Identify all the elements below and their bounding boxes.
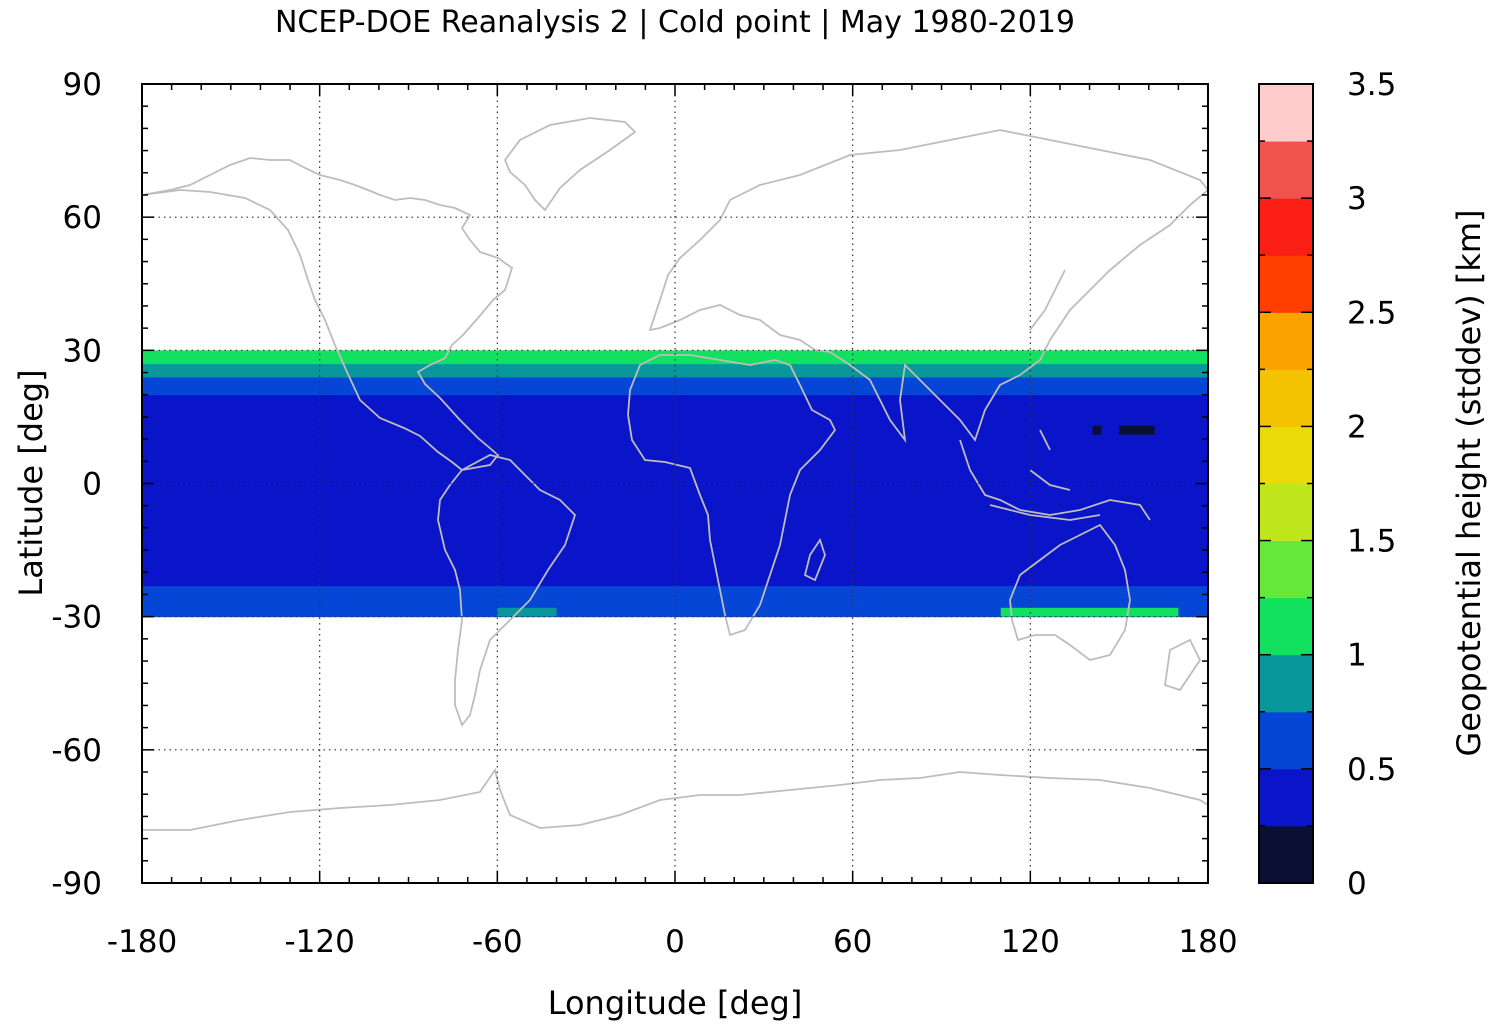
coastline-southeast-asia bbox=[959, 439, 1151, 521]
chart-title: NCEP-DOE Reanalysis 2 | Cold point | May… bbox=[275, 5, 1075, 40]
coastline-australia bbox=[1009, 523, 1131, 661]
x-tick-label: 180 bbox=[1178, 924, 1237, 960]
x-axis-label: Longitude [deg] bbox=[548, 984, 803, 1022]
colorbar-segment bbox=[1259, 141, 1313, 199]
colorbar-segment bbox=[1259, 483, 1313, 542]
x-tick-label: -60 bbox=[472, 924, 523, 960]
x-tick-label: 60 bbox=[833, 924, 872, 960]
heat-band bbox=[142, 350, 1208, 365]
y-tick-label: 30 bbox=[63, 333, 102, 369]
heat-patch bbox=[1092, 425, 1102, 435]
x-tick-labels: -180 -120 -60 0 60 120 180 bbox=[107, 924, 1238, 960]
colorbar-segment bbox=[1259, 84, 1313, 142]
heatmap-cells bbox=[142, 350, 1208, 618]
y-tick-label: 90 bbox=[63, 67, 102, 103]
x-tick-label: 120 bbox=[1001, 924, 1060, 960]
y-tick-label: -30 bbox=[51, 600, 102, 636]
coastline-eurasia bbox=[648, 129, 1208, 444]
x-ticks bbox=[141, 84, 1209, 883]
y-tick-label: -90 bbox=[51, 866, 102, 902]
heat-patch bbox=[1000, 607, 1179, 617]
coastline-outlines bbox=[142, 117, 1208, 831]
colorbar-segment bbox=[1259, 597, 1313, 656]
heat-patch bbox=[142, 603, 202, 613]
colorbar-segment bbox=[1259, 711, 1313, 770]
colorbar-segment bbox=[1259, 198, 1313, 256]
colorbar-segment bbox=[1259, 654, 1313, 713]
coastline-indonesia bbox=[989, 429, 1101, 521]
colorbar-tick-label: 1 bbox=[1347, 638, 1367, 674]
heat-band bbox=[142, 376, 1208, 396]
colorbar bbox=[1258, 83, 1314, 884]
colorbar-tick-label: 2 bbox=[1347, 409, 1367, 445]
colorbar-tick-label: 3 bbox=[1347, 181, 1367, 217]
x-tick-label: -120 bbox=[284, 924, 354, 960]
heat-band bbox=[142, 394, 1208, 587]
coastline-africa-europe bbox=[627, 354, 837, 637]
coastline-new-zealand bbox=[1164, 638, 1202, 692]
coastline-south-america bbox=[437, 454, 577, 727]
coastline-madagascar bbox=[803, 537, 826, 582]
colorbar-segment bbox=[1259, 255, 1313, 313]
colorbar-tick-label: 1.5 bbox=[1347, 524, 1396, 560]
colorbar-segment bbox=[1259, 312, 1313, 370]
y-ticks bbox=[142, 83, 1208, 884]
colorbar-tick-label: 0 bbox=[1347, 866, 1367, 902]
coastline-north-america bbox=[142, 157, 514, 471]
colorbar-tick-labels: 0 0.5 1 1.5 2 2.5 3 3.5 bbox=[1347, 67, 1396, 902]
colorbar-segment bbox=[1259, 540, 1313, 599]
heat-patch bbox=[1119, 425, 1155, 435]
colorbar-label: Geopotential height (stddev) [km] bbox=[1450, 209, 1488, 756]
colorbar-segment bbox=[1259, 825, 1313, 884]
y-tick-labels: -90 -60 -30 0 30 60 90 bbox=[51, 67, 102, 902]
colorbar-tick-label: 0.5 bbox=[1347, 752, 1396, 788]
coastline-antarctica bbox=[142, 767, 1208, 831]
coastline-japan bbox=[1029, 269, 1066, 331]
y-tick-label: 0 bbox=[82, 467, 102, 503]
y-axis-label: Latitude [deg] bbox=[12, 369, 50, 596]
colorbar-segment bbox=[1259, 426, 1313, 484]
grid-lines bbox=[142, 84, 1208, 883]
heat-band bbox=[142, 585, 1208, 604]
y-tick-label: -60 bbox=[51, 733, 102, 769]
colorbar-segment bbox=[1259, 768, 1313, 827]
heat-band bbox=[142, 603, 1208, 618]
x-tick-label: 0 bbox=[665, 924, 685, 960]
colorbar-tick-label: 3.5 bbox=[1347, 67, 1396, 103]
coastline-greenland bbox=[503, 117, 637, 212]
heat-patch bbox=[497, 607, 557, 617]
colorbar-segment bbox=[1259, 369, 1313, 427]
colorbar-tick-label: 2.5 bbox=[1347, 295, 1396, 331]
y-tick-label: 60 bbox=[63, 200, 102, 236]
x-tick-label: -180 bbox=[107, 924, 177, 960]
